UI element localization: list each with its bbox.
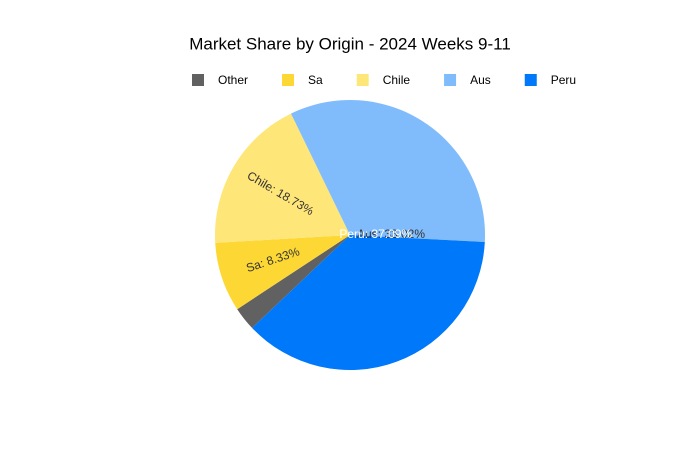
- pie-slice: [252, 235, 485, 370]
- legend-swatch: [192, 74, 204, 86]
- legend-swatch: [282, 74, 295, 86]
- pie-slice: [214, 113, 350, 243]
- legend-swatch: [356, 74, 369, 86]
- legend-swatch: [524, 74, 537, 86]
- legend-label: Chile: [383, 73, 411, 87]
- pie-slice: [237, 235, 350, 328]
- data-label: Aus: 33.02%: [357, 227, 425, 241]
- legend-label: Other: [218, 73, 248, 87]
- legend-label: Aus: [470, 73, 491, 87]
- chart-title: Market Share by Origin - 2024 Weeks 9-11: [189, 34, 511, 53]
- pie-slice: [290, 100, 486, 242]
- legend-swatch: [444, 74, 457, 86]
- data-label: Peru: 37.09%: [339, 227, 412, 241]
- legend-label: Peru: [551, 73, 576, 87]
- legend-label: Sa: [308, 73, 323, 87]
- pie-slice: [215, 235, 350, 310]
